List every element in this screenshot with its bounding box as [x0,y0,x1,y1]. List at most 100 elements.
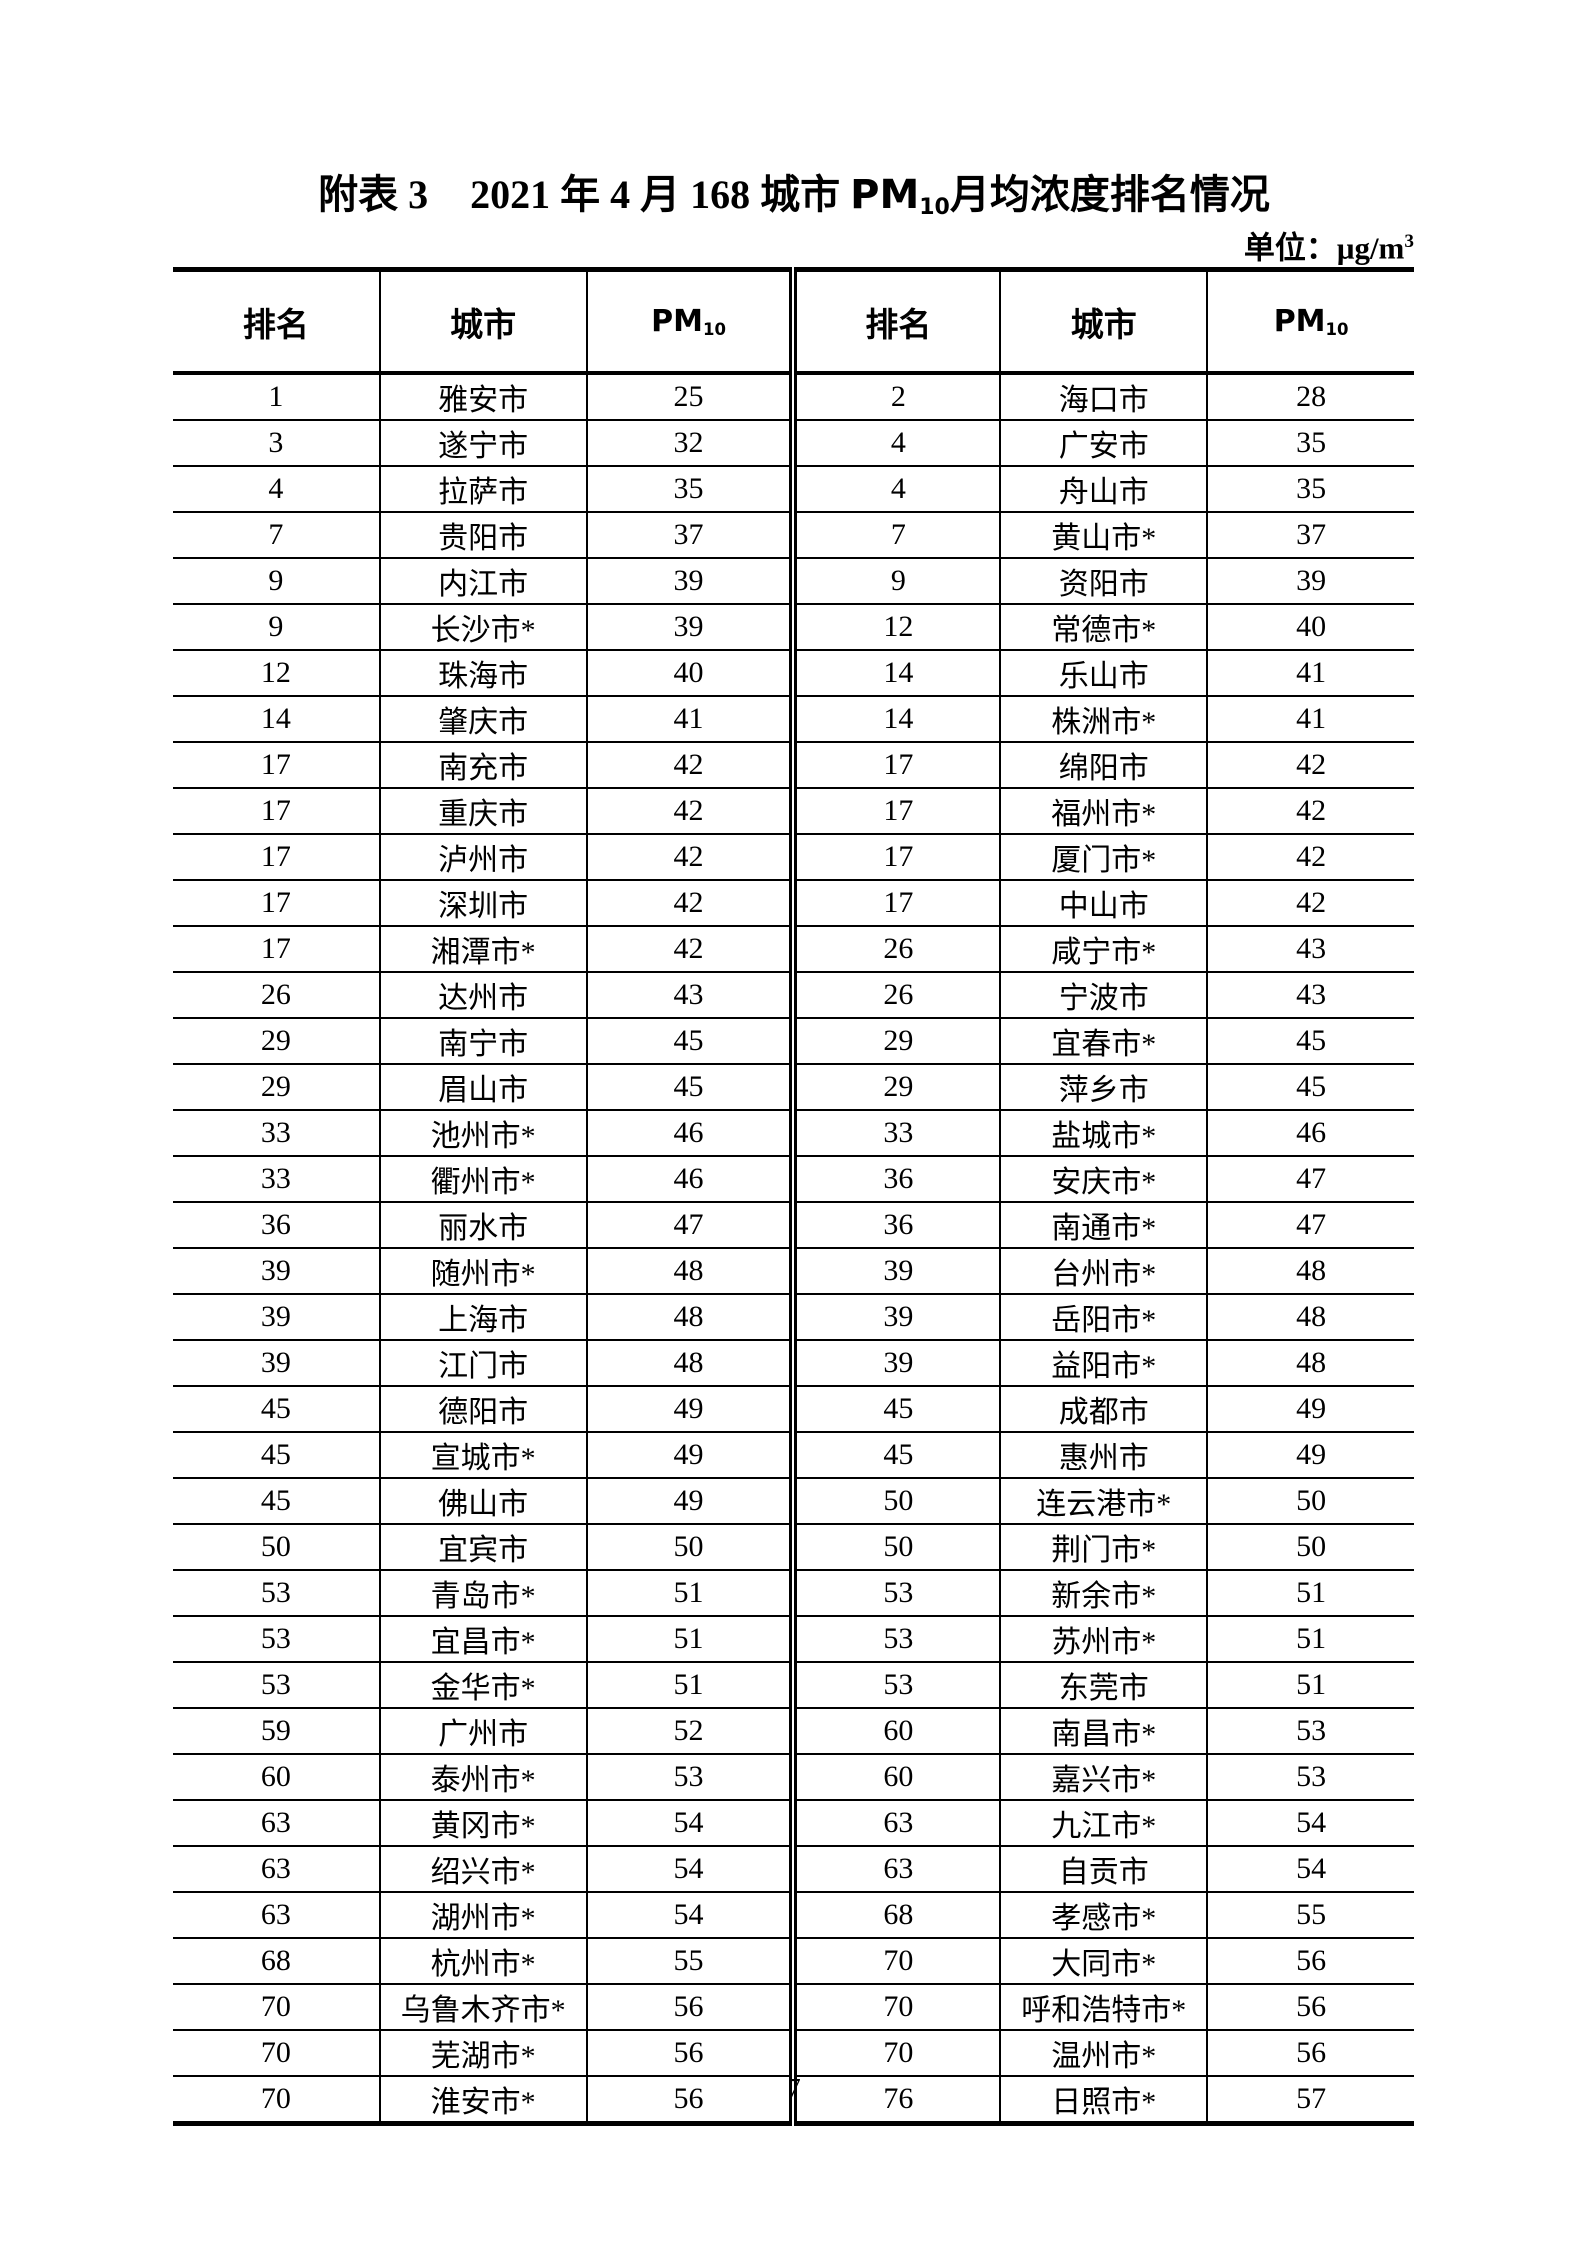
rank-cell: 26 [789,971,1002,1019]
pm-cell: 53 [585,1753,795,1801]
pm-cell: 41 [585,695,795,743]
rank-cell: 53 [789,1661,1002,1709]
pm-cell: 37 [1206,511,1414,559]
header-pm-base-left: PM [651,304,703,339]
city-cell: 肇庆市 [378,695,588,743]
city-cell: 绍兴市* [378,1845,588,1893]
rank-cell: 76 [789,2075,1002,2125]
city-cell: 雅安市 [378,372,588,421]
table-row: 36 丽水市 47 36 南通市* 47 [173,1201,1414,1249]
pm-cell: 51 [585,1615,795,1663]
city-cell: 孝感市* [999,1891,1209,1939]
city-cell: 深圳市 [378,879,588,927]
pm-cell: 39 [585,603,795,651]
city-cell: 黄山市* [999,511,1209,559]
rank-cell: 63 [173,1799,381,1847]
city-cell: 厦门市* [999,833,1209,881]
rank-cell: 9 [173,603,381,651]
rank-cell: 26 [789,925,1002,973]
city-cell: 咸宁市* [999,925,1209,973]
rank-cell: 63 [789,1799,1002,1847]
city-cell: 舟山市 [999,465,1209,513]
rank-cell: 70 [789,1937,1002,1985]
pm-cell: 50 [1206,1523,1414,1571]
table-row: 33 衢州市* 46 36 安庆市* 47 [173,1155,1414,1203]
title-pm-subscript: 10 [919,194,950,220]
city-cell: 苏州市* [999,1615,1209,1663]
header-pm-base-right: PM [1273,304,1326,339]
city-cell: 盐城市* [999,1109,1209,1157]
table-row: 17 湘潭市* 42 26 咸宁市* 43 [173,925,1414,973]
pm-cell: 54 [585,1799,795,1847]
city-cell: 台州市* [999,1247,1209,1295]
city-cell: 新余市* [999,1569,1209,1617]
rank-cell: 12 [173,649,381,697]
rank-cell: 17 [789,833,1002,881]
rank-cell: 29 [173,1063,381,1111]
table-row: 59 广州市 52 60 南昌市* 53 [173,1707,1414,1755]
table-row: 4 拉萨市 35 4 舟山市 35 [173,465,1414,513]
city-cell: 连云港市* [999,1477,1209,1525]
pm-cell: 35 [585,465,795,513]
rank-cell: 59 [173,1707,381,1755]
city-cell: 南昌市* [999,1707,1209,1755]
table-row: 14 肇庆市 41 14 株洲市* 41 [173,695,1414,743]
city-cell: 大同市* [999,1937,1209,1985]
pm-cell: 47 [1206,1201,1414,1249]
rank-cell: 36 [789,1201,1002,1249]
pm-cell: 48 [585,1339,795,1387]
pm-cell: 45 [585,1063,795,1111]
rank-cell: 14 [789,695,1002,743]
rank-cell: 36 [789,1155,1002,1203]
city-cell: 湘潭市* [378,925,588,973]
rank-cell: 68 [789,1891,1002,1939]
rank-cell: 26 [173,971,381,1019]
header-city-right: 城市 [999,269,1209,375]
table-row: 17 南充市 42 17 绵阳市 42 [173,741,1414,789]
city-cell: 达州市 [378,971,588,1019]
city-cell: 日照市* [999,2075,1209,2125]
pm-cell: 51 [1206,1661,1414,1709]
pm-cell: 51 [1206,1569,1414,1617]
city-cell: 宜昌市* [378,1615,588,1663]
rank-cell: 60 [789,1753,1002,1801]
pm-cell: 42 [585,787,795,835]
rank-cell: 9 [789,557,1002,605]
rank-cell: 53 [173,1569,381,1617]
city-cell: 绵阳市 [999,741,1209,789]
pm-cell: 47 [585,1201,795,1249]
rank-cell: 39 [173,1247,381,1295]
pm-cell: 49 [585,1431,795,1479]
unit-base: μg/m [1336,230,1405,266]
pm-cell: 42 [585,925,795,973]
title-table-label: 附表 3 [318,172,429,217]
city-cell: 湖州市* [378,1891,588,1939]
city-cell: 常德市* [999,603,1209,651]
pm-cell: 57 [1206,2075,1414,2125]
rank-cell: 50 [173,1523,381,1571]
page-title: 附表 3 2021 年 4 月 168 城市 PM10月均浓度排名情况 [0,170,1588,227]
city-cell: 黄冈市* [378,1799,588,1847]
table-row: 7 贵阳市 37 7 黄山市* 37 [173,511,1414,559]
pm-cell: 46 [585,1155,795,1203]
table-row: 17 深圳市 42 17 中山市 42 [173,879,1414,927]
city-cell: 长沙市* [378,603,588,651]
city-cell: 广安市 [999,419,1209,467]
city-cell: 乐山市 [999,649,1209,697]
pm-cell: 54 [1206,1845,1414,1893]
header-pm-right: PM10 [1206,269,1414,375]
city-cell: 泰州市* [378,1753,588,1801]
unit-label: 单位：μg/m3 [1244,222,1414,268]
city-cell: 南通市* [999,1201,1209,1249]
table-row: 63 黄冈市* 54 63 九江市* 54 [173,1799,1414,1847]
rank-cell: 50 [789,1523,1002,1571]
city-cell: 拉萨市 [378,465,588,513]
city-cell: 自贡市 [999,1845,1209,1893]
city-cell: 随州市* [378,1247,588,1295]
rank-cell: 45 [173,1431,381,1479]
rank-cell: 39 [789,1247,1002,1295]
pm-cell: 43 [1206,925,1414,973]
city-cell: 海口市 [999,372,1209,421]
pm-cell: 48 [585,1293,795,1341]
